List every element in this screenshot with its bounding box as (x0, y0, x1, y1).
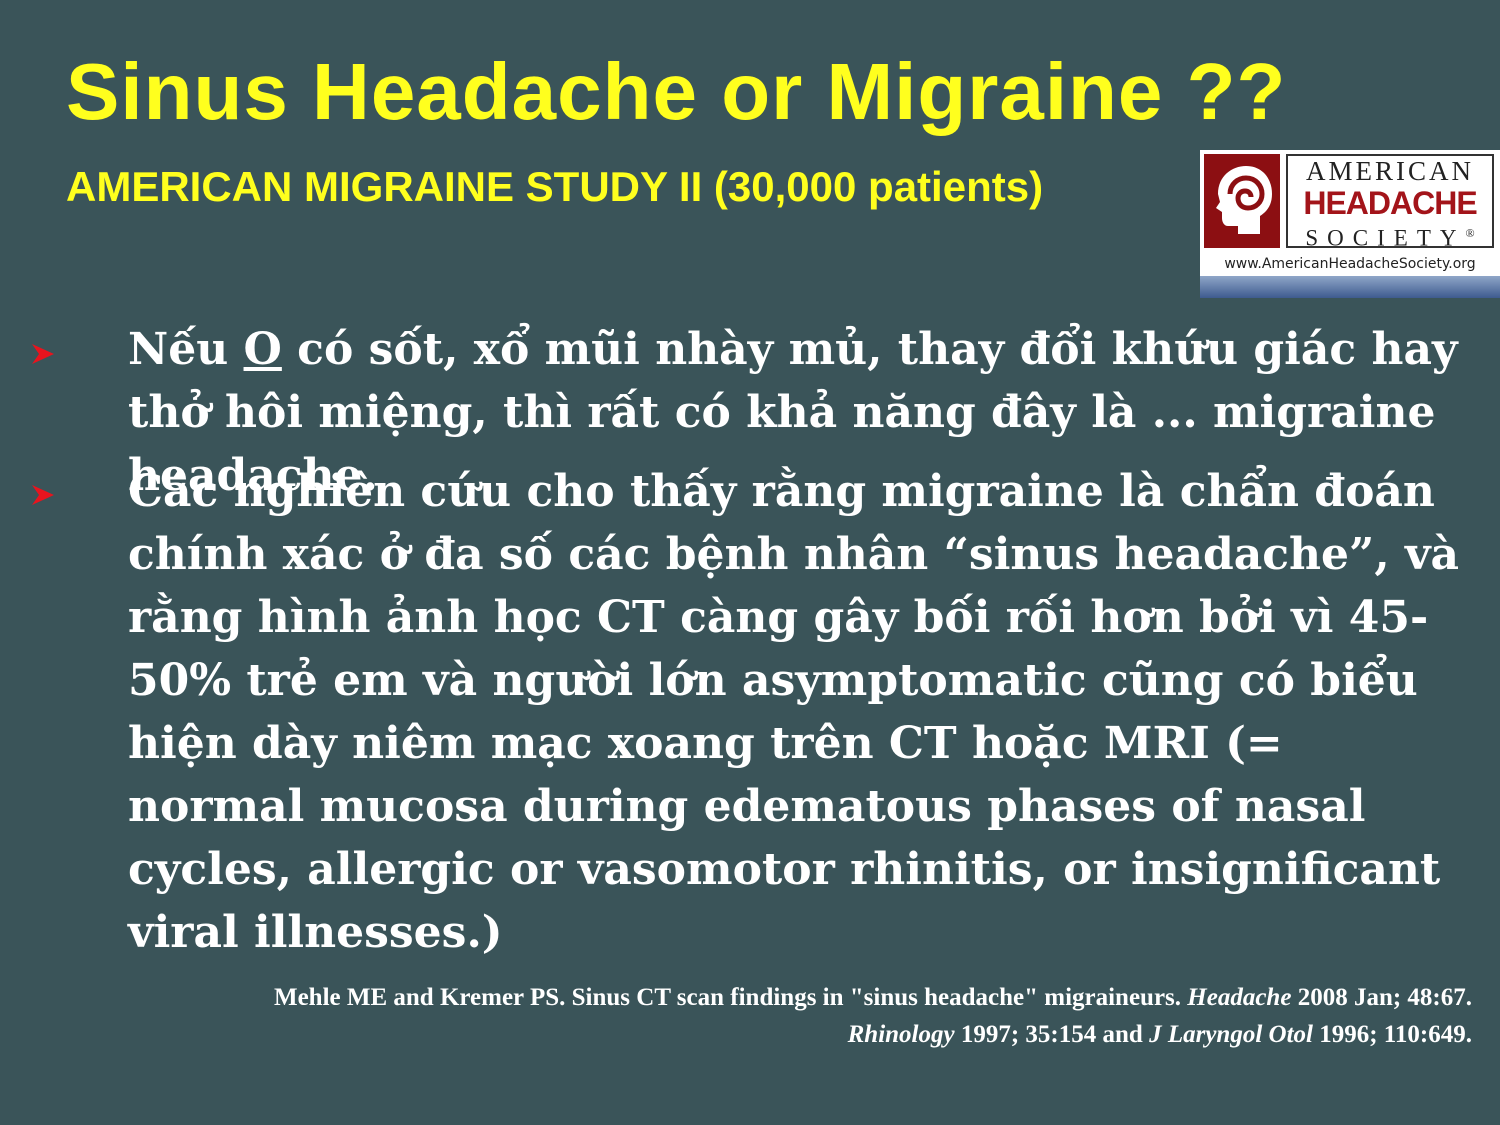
logo-wordmark: AMERICAN HEADACHE SOCIETY® (1286, 154, 1494, 251)
logo-line-headache: HEADACHE (1303, 185, 1477, 221)
slide-title: Sinus Headache or Migraine ?? (66, 47, 1287, 136)
bullet-2: Các nghiên cứu cho thấy rằng migraine là… (128, 466, 1460, 958)
underlined-o: O (243, 324, 282, 375)
logo-line-society: SOCIETY® (1305, 225, 1475, 251)
bullet-arrow-icon (32, 344, 54, 364)
ahs-logo: AMERICAN HEADACHE SOCIETY® www.AmericanH… (1200, 150, 1500, 298)
reference-line-1: Mehle ME and Kremer PS. Sinus CT scan fi… (273, 984, 1472, 1011)
head-silhouette-icon (1204, 154, 1280, 248)
bullet-arrow-icon (32, 485, 54, 505)
reference-line-2: Rhinology 1997; 35:154 and J Laryngol Ot… (847, 1021, 1472, 1048)
logo-line-american: AMERICAN (1305, 156, 1474, 186)
logo-url: www.AmericanHeadacheSociety.org (1224, 256, 1476, 272)
logo-band (1200, 276, 1500, 298)
bullet-1: Nếu O có sốt, xổ mũi nhày mủ, thay đổi k… (128, 324, 1458, 501)
slide-subtitle: AMERICAN MIGRAINE STUDY II (30,000 patie… (66, 163, 1044, 210)
